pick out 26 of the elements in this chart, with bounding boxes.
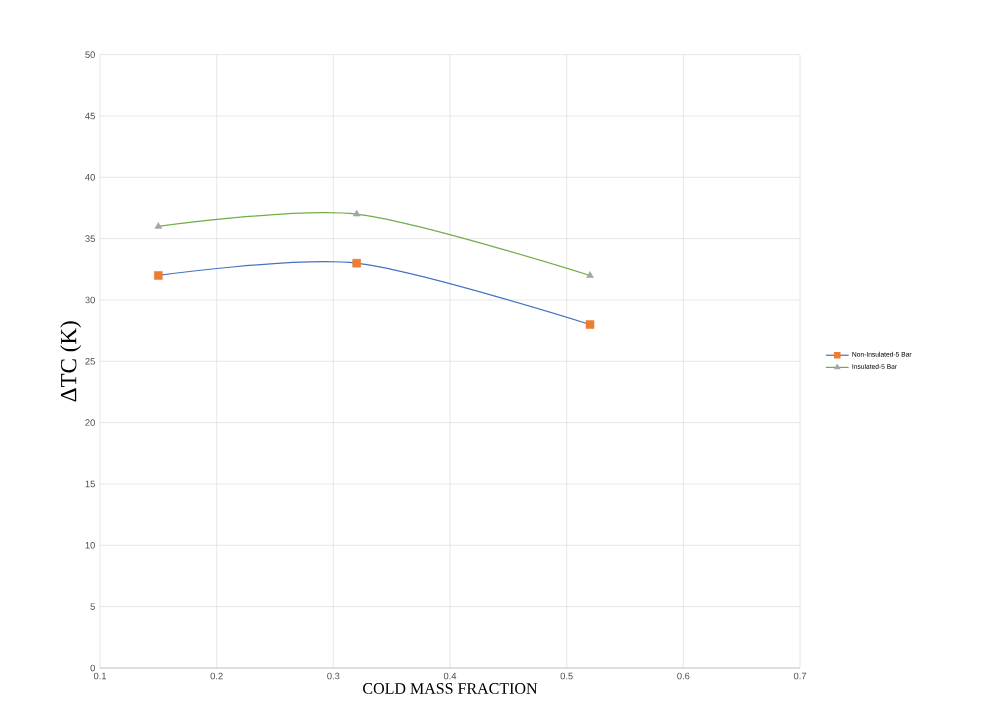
y-tick-label: 45: [85, 112, 95, 120]
y-tick-label: 0: [90, 664, 95, 672]
y-tick-label: 10: [85, 542, 95, 549]
x-tick-label: 0.7: [793, 672, 807, 680]
point: [154, 271, 163, 280]
y-tick-label: 20: [85, 419, 95, 426]
y-tick-label: 40: [85, 174, 95, 181]
x-tick-label: 0.6: [677, 672, 690, 680]
y-tick-label: 30: [85, 296, 95, 304]
point: [585, 320, 595, 329]
y-tick-label: 25: [85, 358, 95, 365]
x-tick-label: 0.3: [327, 672, 340, 680]
point: [352, 258, 361, 268]
y-tick-label: 15: [85, 480, 95, 488]
y-tick-label: 50: [85, 51, 95, 58]
y-tick-label: 5: [90, 603, 95, 610]
point: [586, 271, 594, 278]
point: [154, 222, 163, 229]
x-axis-title: COLD MASS FRACTION: [363, 683, 538, 694]
point: [352, 209, 361, 217]
y-axis-title: ΔTC (K): [60, 321, 82, 402]
x-tick-label: 0.5: [560, 672, 573, 680]
y-tick-label: 35: [85, 235, 95, 242]
x-tick-label: 0.4: [443, 672, 457, 680]
x-tick-label: 0.1: [93, 672, 107, 680]
x-tick-label: 0.2: [210, 672, 223, 680]
